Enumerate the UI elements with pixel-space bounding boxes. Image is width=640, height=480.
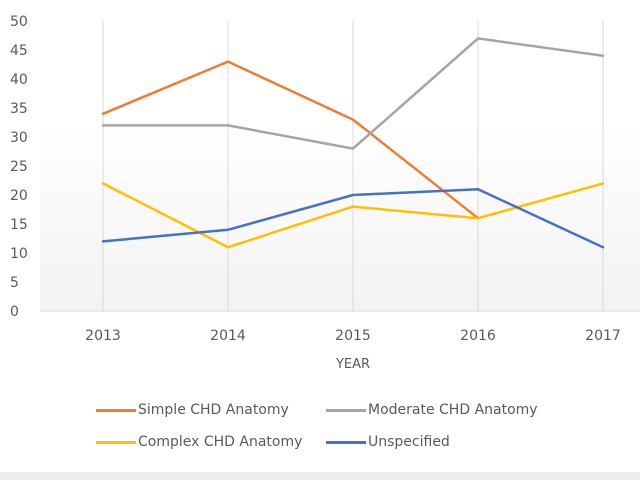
legend-label: Complex CHD Anatomy <box>138 434 303 450</box>
legend-item-complex: Complex CHD Anatomy <box>96 432 326 452</box>
y-tick-label: 30 <box>10 130 28 146</box>
legend-label: Unspecified <box>368 434 450 450</box>
series-line-unspecified <box>101 187 605 249</box>
y-tick-label: 45 <box>10 43 28 59</box>
legend-label: Moderate CHD Anatomy <box>368 402 538 418</box>
bottom-band <box>0 472 640 480</box>
y-tick-label: 40 <box>10 72 28 88</box>
x-tick-label: 2014 <box>210 328 246 344</box>
y-tick-label: 20 <box>10 188 28 204</box>
line-chart: 0 5 10 15 20 25 30 35 40 45 50 2013 2014 2015 2016 201… <box>10 14 640 372</box>
x-tick-label: 2015 <box>335 328 371 344</box>
legend-item-moderate: Moderate CHD Anatomy <box>326 400 586 420</box>
legend-swatch-simple <box>96 408 136 412</box>
legend-item-unspecified: Unspecified <box>326 432 586 452</box>
y-tick-label: 25 <box>10 159 28 175</box>
legend-item-simple: Simple CHD Anatomy <box>96 400 326 420</box>
x-tick-label: 2013 <box>85 328 121 344</box>
y-tick-label: 0 <box>10 304 19 320</box>
series-line-moderate-chd-anatomy <box>101 37 605 150</box>
y-tick-label: 50 <box>10 14 28 30</box>
legend-swatch-complex <box>96 440 136 444</box>
y-tick-label: 15 <box>10 217 28 233</box>
legend-swatch-moderate <box>326 408 366 412</box>
legend: Simple CHD Anatomy Moderate CHD Anatomy … <box>96 400 616 452</box>
x-tick-label: 2017 <box>585 328 621 344</box>
y-tick-label: 5 <box>10 275 19 291</box>
series-line-simple-chd-anatomy <box>101 60 480 220</box>
series-line-complex-chd-anatomy <box>101 182 605 249</box>
legend-label: Simple CHD Anatomy <box>138 402 289 418</box>
y-tick-label: 10 <box>10 246 28 262</box>
x-tick-label: 2016 <box>460 328 496 344</box>
legend-swatch-unspecified <box>326 440 366 444</box>
x-axis-title: YEAR <box>335 357 370 372</box>
plot-area <box>40 21 640 311</box>
y-tick-label: 35 <box>10 101 28 117</box>
